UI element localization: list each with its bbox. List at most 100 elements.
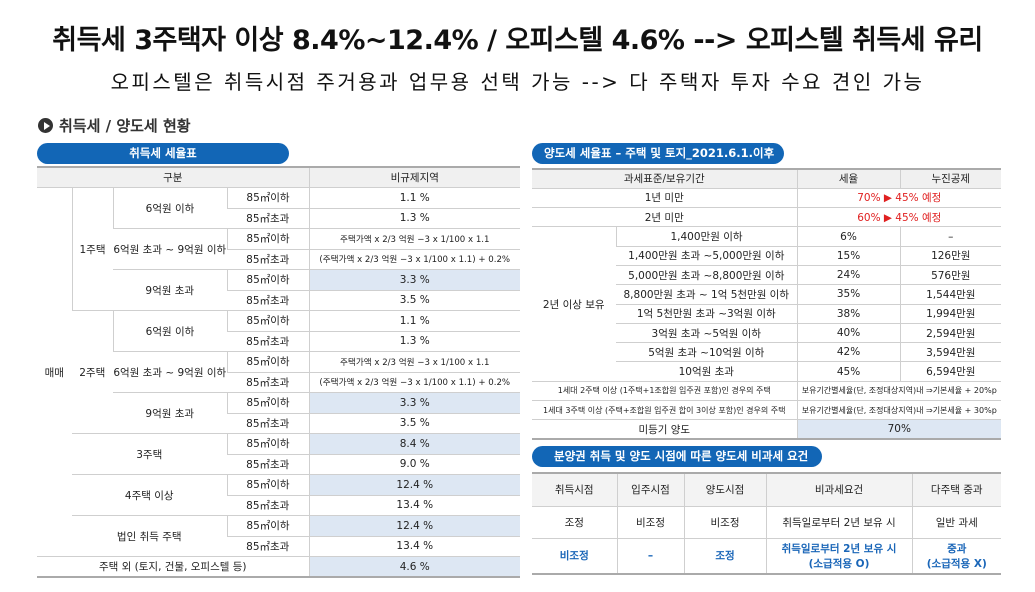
capital-gains-tax-pill: 양도세 세율표 – 주택 및 토지_2021.6.1.이후 [532, 143, 784, 164]
column-header: 다주택 중과 [911, 472, 1001, 507]
table-row: 법인 취득 주택 85㎡이하 12.4 % [37, 515, 520, 557]
table-row: 매매 1주택 6억원 이하 85㎡이하 1.1 % [37, 187, 520, 557]
table-cell: 2년 미만 [532, 207, 798, 228]
table-cell: 2주택 [72, 310, 113, 434]
table-row: 85㎡초과 1.3 % [37, 208, 520, 229]
table-cell: 85㎡이하 [226, 269, 310, 291]
table-cell: 85㎡초과 [227, 208, 310, 229]
table-cell: 85㎡초과 [227, 413, 310, 434]
table-cell: 85㎡이하 [226, 433, 310, 455]
table-cell: 1,994만원 [899, 304, 1001, 324]
table-cell: 9억원 초과 [113, 392, 227, 434]
table-cell: 85㎡이하 [226, 351, 310, 373]
table-cell: 85㎡이하 [226, 515, 310, 537]
table-row: 85㎡초과 9.0 % [37, 454, 520, 475]
table-cell: 85㎡이하 [226, 392, 310, 414]
column-header: 누진공제 [899, 167, 1001, 189]
subline: 오피스텔은 취득시점 주거용과 업무용 선택 가능 --> 다 주택자 투자 수… [110, 70, 925, 94]
table-cell: 6억원 이하 [112, 187, 227, 229]
play-circle-icon [38, 118, 53, 133]
table-cell: 1.3 % [308, 208, 520, 229]
table-cell: 2,594만원 [899, 323, 1001, 344]
table-cell: 40% [796, 323, 901, 344]
table-cell: 9억원 초과 [113, 269, 227, 311]
table-cell: 조정 [532, 506, 617, 539]
column-header: 양도시점 [683, 472, 766, 507]
presale-rights-pill: 분양권 취득 및 양도 시점에 따른 양도세 비과세 요건 [532, 446, 822, 467]
column-header: 과세표준/보유기간 [532, 167, 798, 189]
table-cell: 12.4 % [308, 474, 520, 496]
table-header-row: 구분 비규제지역 [37, 166, 520, 188]
table-cell: 42% [796, 342, 901, 363]
table-cell: 4주택 이상 [72, 474, 227, 516]
table-cell: 1.3 % [308, 331, 520, 352]
table-cell: 85㎡초과 [227, 454, 310, 475]
table-row: 85㎡초과 3.5 % [37, 413, 520, 434]
table-cell: 13.4 % [308, 495, 520, 516]
table-cell: 3.5 % [308, 413, 520, 434]
table-cell: 중과 (소급적용 X) [911, 538, 1001, 575]
table-cell: 576만원 [899, 265, 1001, 286]
table-cell: 1년 미만 [532, 188, 798, 209]
table-row: 5,000만원 초과 ~8,800만원 이하 24% 576만원 [532, 265, 1001, 286]
table-row: 비조정 – 조정 취득일로부터 2년 보유 시 (소급적용 O) 중과 (소급적용 X) [532, 538, 1001, 575]
table-row: 주택 외 (토지, 건물, 오피스텔 등) 4.6 % [37, 556, 520, 578]
table-cell: 3억원 초과 ~5억원 이하 [616, 323, 798, 344]
table-cell: 8,800만원 초과 ~ 1억 5천만원 이하 [616, 284, 798, 305]
table-row: 미등기 양도 70% [532, 419, 1001, 441]
table-cell: 10억원 초과 [616, 361, 798, 382]
table-row: 8,800만원 초과 ~ 1억 5천만원 이하 35% 1,544만원 [532, 284, 1001, 305]
table-cell: 주택가액 x 2/3 억원 −3 x 1/100 x 1.1 [308, 351, 520, 373]
table-cell: 매매 [37, 187, 72, 557]
table-row: 85㎡초과 13.4 % [37, 536, 520, 557]
table-cell: 비조정 [683, 506, 766, 539]
table-cell: 12.4 % [308, 515, 520, 537]
table-cell: 38% [796, 304, 901, 324]
table-cell: 1,400만원 이하 [615, 226, 798, 247]
table-cell: 1세대 2주택 이상 (1주택+1조합원 입주권 포함)인 경우의 주택 [532, 381, 798, 402]
table-cell: 24% [796, 265, 901, 286]
table-cell: 70% [796, 419, 1001, 441]
table-row: 6억원 초과 ~ 9억원 이하 85㎡이하 주택가액 x 2/3 억원 −3 x 1… [37, 228, 520, 270]
table-cell: 85㎡초과 [227, 290, 310, 311]
table-cell: 비조정 [532, 538, 617, 575]
table-cell: 60% ▶ 45% 예정 [796, 207, 1001, 228]
column-header: 비과세요건 [765, 472, 912, 507]
table-header-row: 과세표준/보유기간 세율 누진공제 [532, 167, 1001, 189]
table-cell: 보유기간별세율(단, 조정대상지역)내 ⇒기본세율 + 20%p [796, 381, 1001, 402]
table-cell: 1,400만원 초과 ~5,000만원 이하 [616, 246, 798, 266]
table-cell: 8.4 % [308, 433, 520, 455]
table-cell: 6억원 초과 ~ 9억원 이하 [113, 228, 227, 270]
table-cell: 1억 5천만원 초과 ~3억원 이하 [616, 304, 798, 324]
table-cell: 비조정 [616, 506, 684, 539]
table-row: 4주택 이상 85㎡이하 12.4 % [37, 474, 520, 516]
column-header: 세율 [796, 167, 901, 189]
table-cell: 5억원 초과 ~10억원 이하 [616, 342, 798, 363]
table-cell: 13.4 % [308, 536, 520, 557]
column-header: 구분 [37, 166, 310, 188]
table-cell: 126만원 [899, 246, 1001, 266]
table-cell: 85㎡초과 [227, 331, 310, 352]
table-row: 2년 이상 보유 1,400만원 이하 6% – [532, 226, 1001, 382]
table-row: 2주택 6억원 이하 85㎡이하 1.1 % [37, 310, 520, 434]
table-row: 1년 미만 70% ▶ 45% 예정 [532, 188, 1001, 209]
table-cell: 85㎡이하 [226, 228, 310, 250]
table-cell: (주택가액 x 2/3 억원 −3 x 1/100 x 1.1) + 0.2% [308, 249, 520, 270]
table-row: 6억원 초과 ~ 9억원 이하 85㎡이하 주택가액 x 2/3 억원 −3 x 1… [37, 351, 520, 393]
table-cell: 3주택 [72, 433, 227, 475]
column-header: 취득시점 [532, 472, 617, 507]
section-title-text: 취득세 / 양도세 현황 [59, 117, 191, 135]
table-cell: 85㎡초과 [227, 372, 310, 393]
table-row: 2년 미만 60% ▶ 45% 예정 [532, 207, 1001, 228]
table-cell: 1,544만원 [899, 284, 1001, 305]
acquisition-tax-pill: 취득세 세율표 [37, 143, 289, 164]
table-cell: 9.0 % [308, 454, 520, 475]
table-cell: 6억원 이하 [112, 310, 227, 352]
table-row: 85㎡초과 (주택가액 x 2/3 억원 −3 x 1/100 x 1.1) + … [37, 249, 520, 270]
table-cell: 15% [796, 246, 901, 266]
table-cell: 6% [796, 226, 901, 247]
table-cell: 85㎡초과 [227, 495, 310, 516]
table-row: 3억원 초과 ~5억원 이하 40% 2,594만원 [532, 323, 1001, 344]
table-row: 85㎡초과 (주택가액 x 2/3 억원 −3 x 1/100 x 1.1) + … [37, 372, 520, 393]
headline: 취득세 3주택자 이상 8.4%~12.4% / 오피스텔 4.6% --> 오… [52, 25, 983, 56]
